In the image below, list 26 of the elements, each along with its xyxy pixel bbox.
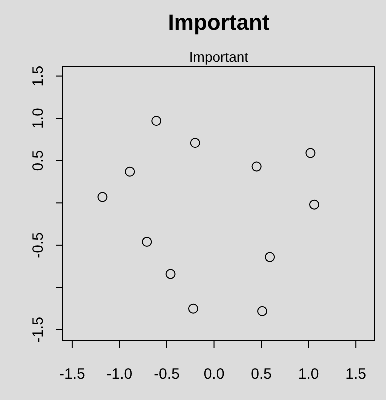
x-tick-label: 0.0	[204, 366, 225, 383]
point	[306, 148, 316, 158]
point	[265, 252, 276, 262]
x-tick-label: 1.0	[298, 366, 320, 383]
point	[257, 306, 268, 316]
point	[166, 269, 176, 280]
chart-subtitle: Important	[189, 49, 249, 65]
point	[190, 138, 200, 148]
x-tick-label: -0.5	[154, 366, 180, 383]
y-tick-label: 1.0	[30, 108, 47, 130]
point	[152, 116, 162, 126]
point	[98, 192, 108, 202]
x-tick-label: 0.5	[251, 366, 272, 383]
y-tick-label: -1.5	[30, 317, 47, 343]
y-tick-label: -0.5	[30, 232, 47, 258]
point	[125, 166, 136, 177]
point	[188, 304, 198, 314]
y-tick-label: 0.5	[30, 150, 47, 172]
point	[142, 237, 152, 248]
chart-title: Important	[168, 10, 270, 35]
y-tick-label: 1.5	[30, 66, 47, 87]
x-tick-label: -1.0	[106, 366, 133, 383]
x-tick-label: 1.5	[346, 366, 367, 383]
x-tick-label: -1.5	[60, 366, 86, 383]
point	[309, 200, 320, 210]
point	[252, 162, 262, 172]
